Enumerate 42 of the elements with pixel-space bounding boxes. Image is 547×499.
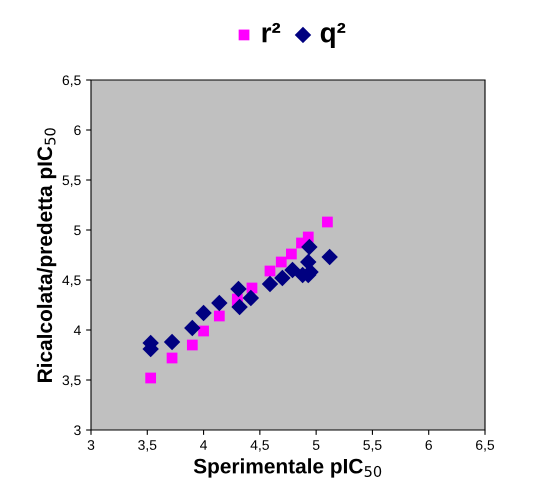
x-tick-label: 3 <box>88 440 94 450</box>
y-tick-label: 4,5 <box>62 275 81 287</box>
point <box>301 238 318 256</box>
x-tick-label: 6,5 <box>476 440 494 452</box>
point <box>211 294 228 312</box>
point <box>164 334 180 350</box>
point <box>198 326 209 336</box>
x-tick-label: 4,5 <box>250 440 269 452</box>
y-axis-title: Ricalcolata/predetta pIC$_{50}$ <box>36 128 56 382</box>
point <box>276 256 287 268</box>
point <box>186 340 198 350</box>
y-tick-label: 6,5 <box>62 75 81 87</box>
point <box>300 254 316 270</box>
point <box>322 216 333 228</box>
y-tick-label: 4 <box>74 325 81 336</box>
point <box>231 298 248 316</box>
point <box>262 276 278 292</box>
x-tick-label: 5 <box>312 440 320 450</box>
point <box>284 262 301 278</box>
point <box>264 266 276 276</box>
x-tick-label: 5,5 <box>363 440 382 452</box>
y-tick-label: 3,5 <box>62 375 81 387</box>
x-tick-label: 6 <box>426 440 432 450</box>
legend-label: q² <box>320 22 346 48</box>
point <box>321 248 338 266</box>
point <box>166 352 178 364</box>
legend-label: r² <box>262 22 280 42</box>
y-tick-label: 5 <box>74 225 81 236</box>
point <box>242 290 260 306</box>
point <box>230 280 247 298</box>
x-axis-title: Sperimentale pIC$_{50}$ <box>194 458 382 478</box>
x-tick-label: 4 <box>200 440 208 450</box>
point <box>195 304 212 322</box>
point <box>184 320 201 336</box>
point <box>274 270 291 286</box>
point <box>145 372 156 384</box>
y-tick-label: 3 <box>74 425 81 436</box>
point <box>214 310 225 322</box>
point <box>286 248 297 260</box>
y-tick-label: 5,5 <box>62 175 81 187</box>
x-tick-label: 3,5 <box>138 440 156 452</box>
y-tick-label: 6 <box>74 125 81 136</box>
